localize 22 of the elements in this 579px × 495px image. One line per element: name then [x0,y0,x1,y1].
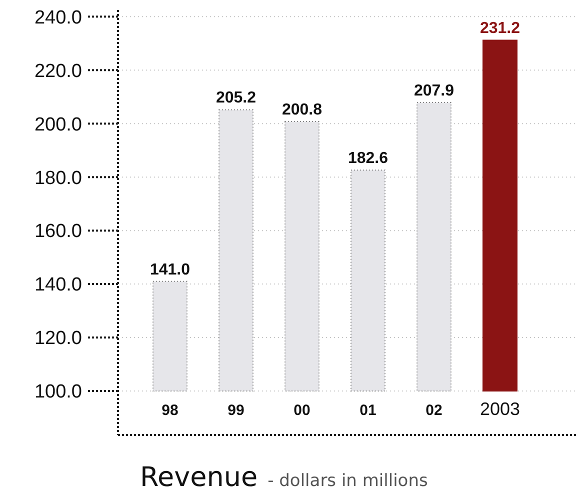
data-label: 231.2 [480,20,520,38]
data-label: 200.8 [282,101,322,118]
data-label: 205.2 [216,90,256,107]
y-tick-label: 100.0 [34,382,82,403]
y-tick-label: 200.0 [34,114,82,136]
x-tick-label: 01 [360,402,376,419]
x-tick-label: 00 [294,402,310,419]
y-tick-label: 140.0 [34,274,82,296]
x-tick-label: 99 [228,402,244,419]
data-label: 141.0 [150,261,190,278]
y-tick-label: 160.0 [34,221,82,242]
data-label: 182.6 [348,150,388,168]
x-tick-label: 02 [426,402,442,419]
text: - dollars in millions [268,471,428,491]
y-tick-label: 220.0 [34,60,82,82]
x-tick-label: 2003 [480,399,520,419]
y-tick-label: 180.0 [34,168,82,189]
y-tick-label: 120.0 [34,328,82,350]
text: Revenue [140,462,258,493]
y-tick-label: 240.0 [34,7,82,28]
x-tick-label: 98 [162,402,178,419]
data-label: 207.9 [414,82,454,100]
